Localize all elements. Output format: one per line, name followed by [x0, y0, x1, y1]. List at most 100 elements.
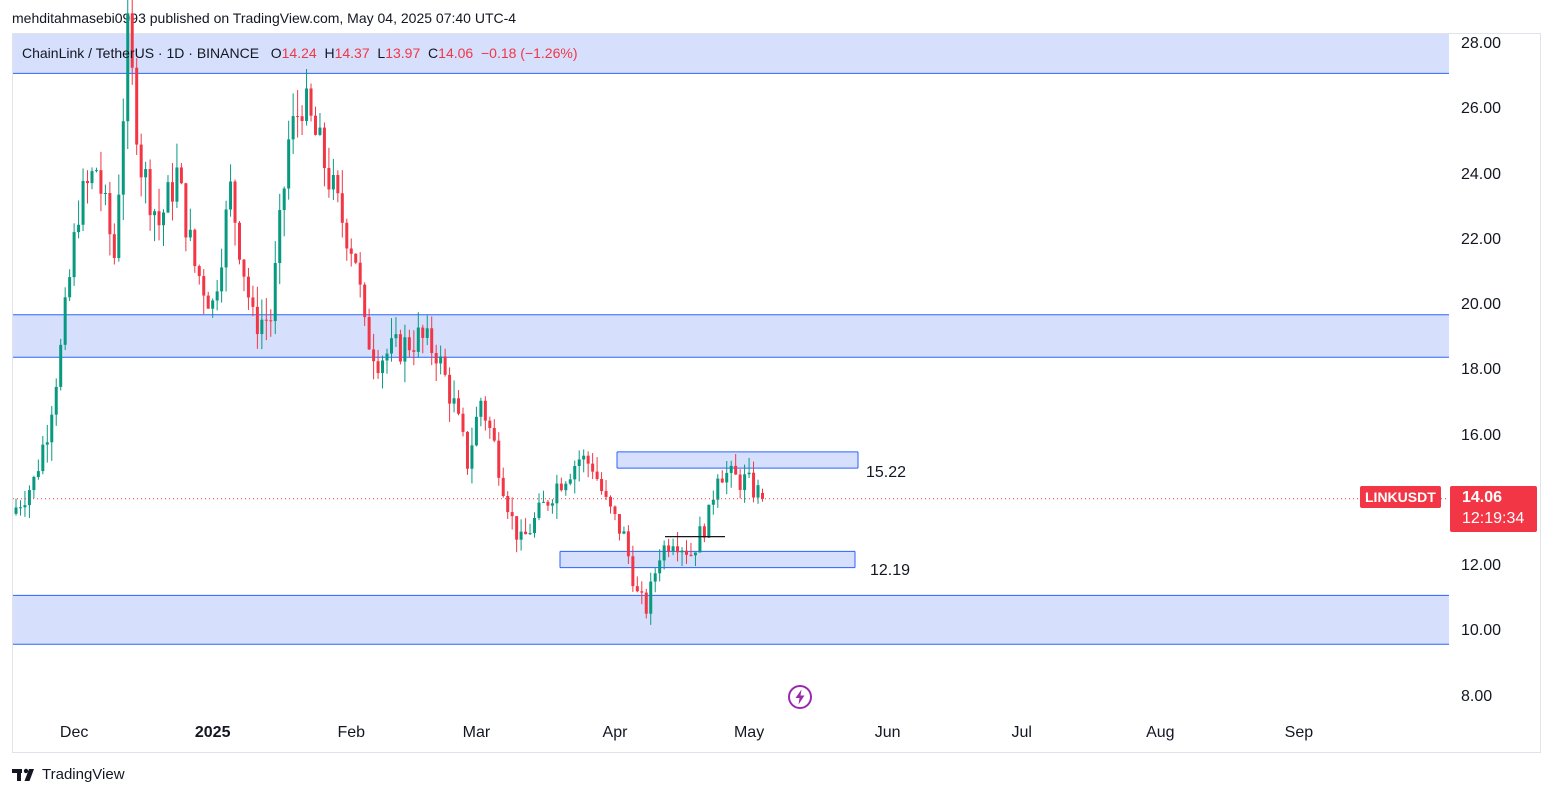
candle-body [756, 485, 760, 498]
candle-body [130, 13, 134, 68]
price-axis-label: 22.00 [1461, 230, 1502, 248]
candle-body [340, 193, 344, 223]
tradingview-logo-icon [12, 768, 34, 781]
candle-body [229, 181, 233, 210]
candle-body [322, 127, 326, 169]
candle-body [282, 188, 286, 211]
candle-body [425, 328, 429, 338]
lightning-bolt-icon[interactable] [787, 684, 813, 710]
candle-body [197, 266, 201, 277]
legend-symbol[interactable]: ChainLink / TetherUS · 1D · BINANCE [22, 45, 260, 61]
zone-1 [13, 314, 1449, 358]
candle-body [354, 253, 358, 263]
candle-body [18, 507, 22, 509]
candle-body [211, 300, 215, 309]
candle-body [385, 353, 389, 361]
candle-body [524, 531, 528, 535]
price-axis-label: 26.00 [1461, 100, 1502, 118]
candle-body [707, 504, 711, 538]
zone-2 [617, 451, 858, 469]
candle-body [568, 479, 572, 484]
zone-label-lower: 12.19 [870, 562, 911, 579]
candle-body [54, 386, 58, 415]
candle-body [99, 170, 103, 194]
candle-body [184, 183, 188, 238]
zone-4 [13, 595, 1449, 645]
candle-body [412, 350, 416, 352]
candle-body [300, 116, 304, 122]
candle-body [702, 526, 706, 538]
candle-body [23, 505, 27, 508]
candle-body [537, 502, 541, 518]
candle-body [287, 139, 291, 189]
candle-body [144, 169, 148, 178]
candle-body [443, 356, 447, 375]
candle-body [452, 398, 456, 404]
candle-body [533, 517, 537, 534]
candle-body [112, 234, 116, 258]
time-axis-label: Mar [462, 724, 491, 741]
candle-body [309, 88, 313, 116]
candle-body [398, 334, 402, 362]
time-axis-label: Aug [1146, 724, 1175, 741]
candle-body [631, 556, 635, 587]
candle-body [188, 229, 192, 238]
zone-label-upper: 15.22 [866, 464, 907, 481]
candle-body [457, 398, 461, 414]
candle-body [729, 465, 733, 473]
candle-body [264, 319, 268, 321]
candle-body [349, 248, 353, 254]
candle-body [635, 586, 639, 592]
price-axis-label: 8.00 [1461, 687, 1493, 705]
candle-body [14, 507, 18, 514]
legend-change: −0.18 (−1.26%) [480, 45, 578, 61]
candle-body [269, 320, 273, 322]
candle-body [108, 193, 112, 235]
candle-body [752, 472, 756, 498]
candle-body [658, 560, 662, 574]
time-axis-label: Feb [337, 724, 366, 741]
candle-body [591, 463, 595, 472]
candle-body [246, 276, 250, 298]
price-axis-label: 10.00 [1461, 622, 1502, 640]
candle-body [421, 327, 425, 338]
bar-countdown: 12:19:34 [1462, 510, 1525, 527]
candle-body [743, 474, 747, 490]
candle-body [662, 545, 666, 561]
candle-body [117, 194, 121, 258]
candle-body [202, 276, 206, 296]
zone-0 [13, 34, 1449, 74]
candle-body [157, 211, 161, 226]
candle-body [439, 356, 443, 364]
candle-body [358, 262, 362, 285]
chart-frame[interactable] [12, 33, 1541, 753]
candle-body [488, 420, 492, 429]
candle-body [77, 224, 81, 233]
candle-body [220, 267, 224, 292]
candle-body [564, 483, 568, 491]
legend-open: 14.24 [281, 45, 317, 61]
candle-body [251, 297, 255, 307]
candle-body [238, 222, 241, 260]
candle-body [162, 212, 166, 226]
candle-body [291, 116, 295, 140]
candle-body [416, 327, 420, 352]
candle-body [242, 259, 246, 277]
candle-body [528, 533, 532, 535]
candle-body [653, 573, 657, 582]
candle-body [501, 477, 505, 496]
time-axis-label: Apr [602, 724, 628, 741]
candle-body [676, 546, 680, 553]
candle-body [81, 180, 85, 225]
candle-body [233, 181, 237, 223]
candle-body [139, 144, 143, 178]
candle-body [626, 531, 630, 557]
candle-body [720, 478, 724, 483]
candle-body [698, 526, 702, 553]
footer-brand[interactable]: TradingView [12, 766, 125, 783]
ticker-price-tag: LINKUSDT [1360, 486, 1441, 508]
candle-body [372, 349, 376, 362]
candle-body [407, 337, 411, 351]
candle-body [318, 127, 322, 135]
